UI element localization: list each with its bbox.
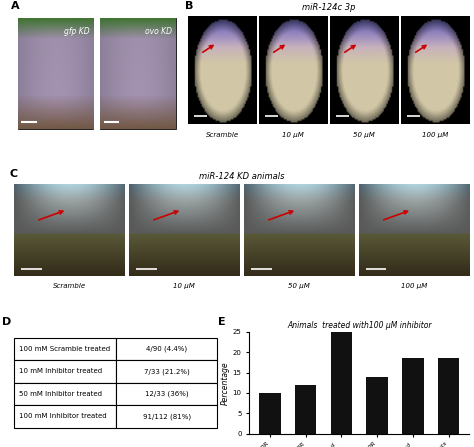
Text: C: C xyxy=(9,169,18,179)
Text: 100 μM: 100 μM xyxy=(422,131,448,138)
Bar xyxy=(259,393,281,434)
Text: 50 μM: 50 μM xyxy=(288,283,310,289)
Bar xyxy=(402,358,424,434)
Bar xyxy=(438,358,459,434)
Text: Scramble: Scramble xyxy=(53,283,86,289)
Title: Animals  treated with100 μM inhibitor: Animals treated with100 μM inhibitor xyxy=(287,320,431,329)
Bar xyxy=(331,332,352,434)
Bar xyxy=(366,376,388,434)
Text: miR-124 KD animals: miR-124 KD animals xyxy=(199,172,284,181)
FancyBboxPatch shape xyxy=(100,18,176,129)
Bar xyxy=(295,385,316,434)
Text: 50 μM: 50 μM xyxy=(353,131,375,138)
FancyBboxPatch shape xyxy=(18,18,93,129)
Text: 100 μM: 100 μM xyxy=(401,283,427,289)
Y-axis label: Percentage: Percentage xyxy=(221,361,230,405)
Text: B: B xyxy=(185,1,194,11)
Text: miR-124c 3p: miR-124c 3p xyxy=(302,3,356,12)
Text: A: A xyxy=(11,1,19,11)
Text: 10 μM: 10 μM xyxy=(283,131,304,138)
Text: Scramble: Scramble xyxy=(206,131,239,138)
Text: E: E xyxy=(219,317,226,327)
Text: gfp KD: gfp KD xyxy=(64,27,90,36)
Text: 10 μM: 10 μM xyxy=(173,283,195,289)
Text: ovo KD: ovo KD xyxy=(145,27,172,36)
Text: D: D xyxy=(2,317,11,327)
